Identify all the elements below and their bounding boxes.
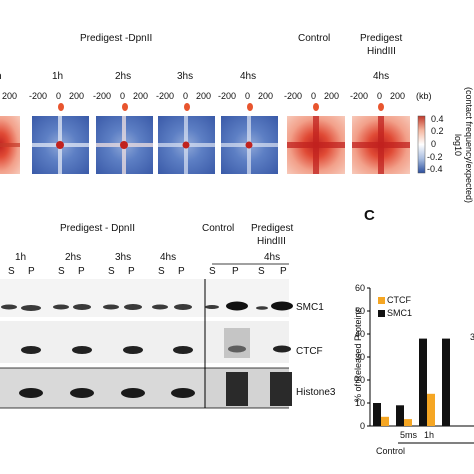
panel-b-time-2hs: 2hs [65,252,82,263]
tick-0-a1: 0 [56,91,62,101]
sp-label-p2: P [78,266,85,277]
bar-ctcf [381,416,389,426]
bar-smc1 [373,403,381,426]
y-tick-label: 10 [355,398,365,408]
panel-a-hind-title-1: Predigest [360,33,403,44]
sp-label-s3: S [108,266,115,277]
tick-0-a6: 0 [377,91,383,101]
tick-200-a1: 200 [69,91,85,101]
tick-200-a0: 200 [2,91,18,101]
x-tick-5ms: 5ms [400,430,418,440]
tick-0-a3: 0 [183,91,189,101]
panel-b-control-label: Control [202,223,235,234]
position-markers [58,103,384,111]
sp-label-p1: P [28,266,35,277]
y-tick-label: 30 [355,352,365,362]
panel-b-time-1h: 1h [15,252,27,263]
tick-neg200-a2: -200 [93,91,112,101]
bar-smc1 [442,338,450,426]
y-tick-label: 40 [355,329,365,339]
tick-neg200-a3: -200 [156,91,175,101]
panel-b-group-title: Predigest - DpnII [60,223,136,234]
western-blot [0,263,293,409]
panel-b-time-4hs: 4hs [160,252,177,263]
sp-label-p3: P [128,266,135,277]
panel-b-hind-title-2: HindIII [257,236,286,247]
tick-neg200-a5: -200 [284,91,303,101]
sp-label-p6: P [280,266,287,277]
bar-smc1 [396,405,404,426]
sp-label-p5: P [232,266,239,277]
tick-0-a2: 0 [120,91,126,101]
y-partial-tick: 3 [470,332,474,342]
panel-b-hind-title-1: Predigest [251,223,294,234]
bar-chart-c: 0 10 20 30 40 50 60 [355,283,474,444]
tick-200-a5: 200 [324,91,340,101]
bar-ctcf [404,419,412,426]
panel-a-hind-title-2: HindIII [367,46,396,57]
heatmap-2hs [96,116,153,174]
tick-200-a2: 200 [133,91,149,101]
colorbar-tick-0.4: 0.4 [431,114,444,124]
tick-0-a5: 0 [311,91,317,101]
kb-label: (kb) [416,91,432,101]
heatmap-1h [32,116,89,174]
sp-label-p4: P [178,266,185,277]
y-tick-label: 50 [355,306,365,316]
y-tick-label: 0 [360,421,365,431]
tick-neg200-a1: -200 [29,91,48,101]
sp-label-s2: S [58,266,65,277]
panel-b-time-3hs: 3hs [115,252,132,263]
heatmap-hind-4hs [352,116,410,174]
row-label-smc1: SMC1 [296,302,324,313]
legend-smc1-swatch [378,310,385,317]
tick-0-a4: 0 [245,91,251,101]
panel-a-partial-time: h [0,71,2,82]
tick-200-a6: 200 [390,91,406,101]
panel-a-control-label: Control [298,33,331,44]
sp-label-s5: S [209,266,216,277]
colorbar-tick-neg0.2: -0.2 [427,152,443,162]
heatmap-partial [0,116,20,174]
sp-label-s4: S [158,266,165,277]
colorbar-tick-0: 0 [431,139,437,149]
sp-label-s1: S [8,266,15,277]
panel-a-time-1h: 1h [52,71,64,82]
panel-a-time-4hs: 4hs [240,71,257,82]
row-label-histone3: Histone3 [296,387,336,398]
legend-smc1-label: SMC1 [387,308,413,318]
tick-neg200-a4: -200 [218,91,237,101]
panel-b-time-4hs-hind: 4hs [264,252,281,263]
colorbar-tick-0.2: 0.2 [431,126,444,136]
heatmap-3hs [158,116,215,174]
bar-ctcf [427,393,435,426]
legend-ctcf-label: CTCF [387,295,411,305]
legend-ctcf-swatch [378,297,385,304]
panel-a-time-2hs: 2hs [115,71,132,82]
y-tick-label: 60 [355,283,365,293]
row-label-ctcf: CTCF [296,346,323,357]
sp-label-s6: S [258,266,265,277]
panel-a-time-4hs-hind: 4hs [373,71,390,82]
colorbar-tick-neg0.4: -0.4 [427,164,443,174]
panel-a-group-title: Predigest -DpnII [80,33,153,44]
tick-neg200-a6: -200 [350,91,369,101]
bar-smc1 [419,338,427,426]
y-tick-label: 20 [355,375,365,385]
panel-a-time-3hs: 3hs [177,71,194,82]
panel-c-letter: C [364,207,375,224]
tick-200-a3: 200 [196,91,212,101]
heatmap-4hs [221,116,278,174]
colorbar [417,115,426,174]
tick-200-a4: 200 [258,91,274,101]
x-group-control: Control [376,446,406,456]
x-tick-1h: 1h [424,430,435,440]
heatmap-control [287,116,345,174]
